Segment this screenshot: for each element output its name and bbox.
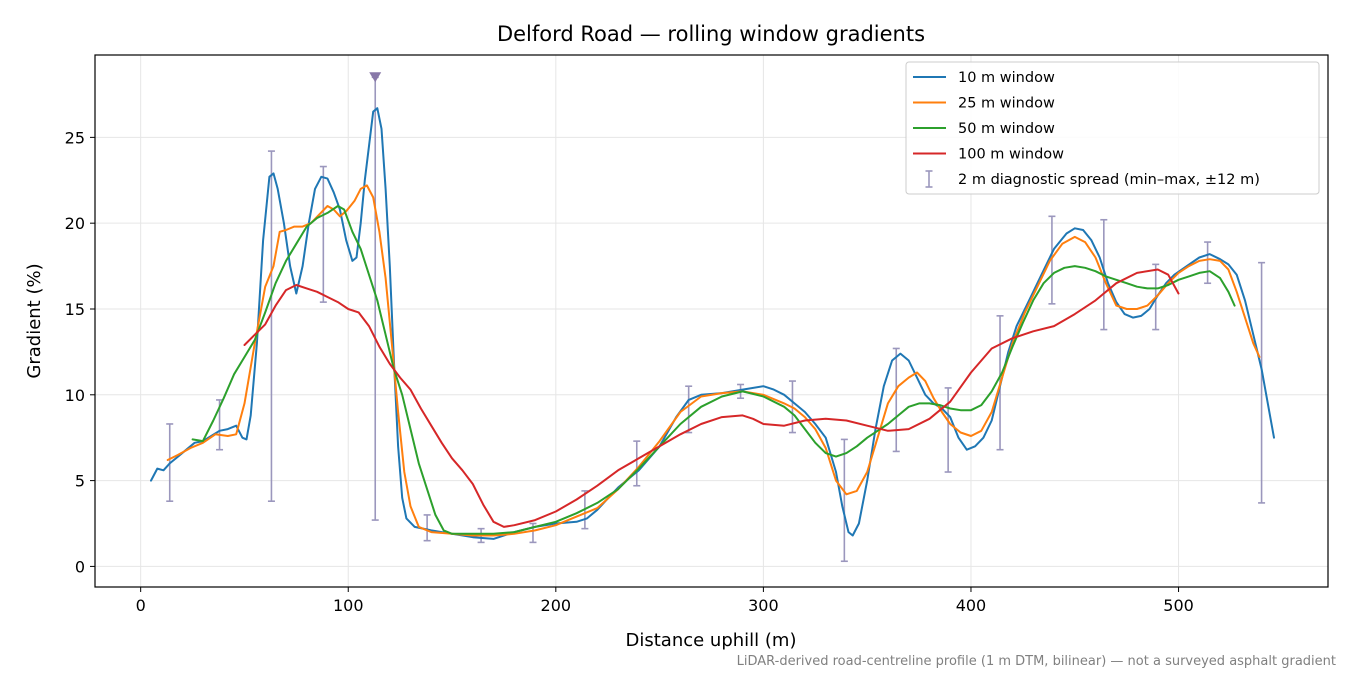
y-tick-label: 20	[65, 214, 85, 233]
y-tick-label: 15	[65, 300, 85, 319]
diagnostic-bar	[633, 440, 641, 487]
x-tick-label: 500	[1163, 596, 1194, 615]
diagnostic-bar	[892, 347, 900, 453]
legend-label: 50 m window	[958, 121, 1055, 137]
plot-frame	[94, 54, 1329, 588]
series-line	[150, 107, 1275, 540]
legend-label: 25 m window	[958, 96, 1055, 112]
legend-entry: 50 m window	[913, 121, 1055, 137]
legend-label: 10 m window	[958, 70, 1055, 86]
diagnostic-bar	[319, 165, 327, 303]
series-lines	[150, 107, 1275, 540]
legend-entry: 100 m window	[913, 147, 1064, 163]
x-tick-label: 400	[956, 596, 987, 615]
legend-label: 2 m diagnostic spread (min–max, ±12 m)	[958, 172, 1260, 188]
chart-title: Delford Road — rolling window gradients	[497, 22, 925, 46]
diagnostic-bar	[685, 385, 693, 434]
x-tick-label: 300	[748, 596, 779, 615]
x-axis-label: Distance uphill (m)	[626, 630, 797, 651]
y-axis-label: Gradient (%)	[24, 263, 45, 378]
diagnostic-bar	[1258, 261, 1266, 504]
diagnostic-bar	[1048, 215, 1056, 305]
x-tick-label: 0	[136, 596, 146, 615]
y-axis-ticks: 0 5 10 15 20 25	[65, 128, 95, 576]
series-line	[166, 184, 1261, 537]
series-line	[191, 205, 1236, 535]
x-tick-label: 200	[541, 596, 572, 615]
legend-box	[905, 61, 1320, 195]
y-tick-label: 5	[75, 472, 85, 491]
diagnostic-bar	[1204, 241, 1212, 285]
x-tick-label: 100	[333, 596, 364, 615]
diagnostic-bar	[267, 150, 275, 502]
y-tick-label: 25	[65, 128, 85, 147]
legend-entry: 10 m window	[913, 70, 1055, 86]
legend-entry: 25 m window	[913, 96, 1055, 112]
legend-entry: 2 m diagnostic spread (min–max, ±12 m)	[925, 170, 1260, 188]
diagnostic-bar	[840, 438, 848, 563]
legend: 10 m window 25 m window 50 m window 100 m w…	[905, 61, 1320, 195]
y-tick-label: 10	[65, 386, 85, 405]
series-line	[243, 268, 1180, 528]
y-tick-label: 0	[75, 557, 85, 576]
clipped-marker	[369, 72, 382, 83]
legend-label: 100 m window	[958, 147, 1064, 163]
footnote: LiDAR-derived road-centreline profile (1…	[737, 654, 1336, 669]
x-axis-ticks: 0 100 200 300 400 500	[136, 587, 1194, 615]
diagnostic-bar	[423, 514, 431, 542]
diagnostic-bar	[944, 387, 952, 473]
